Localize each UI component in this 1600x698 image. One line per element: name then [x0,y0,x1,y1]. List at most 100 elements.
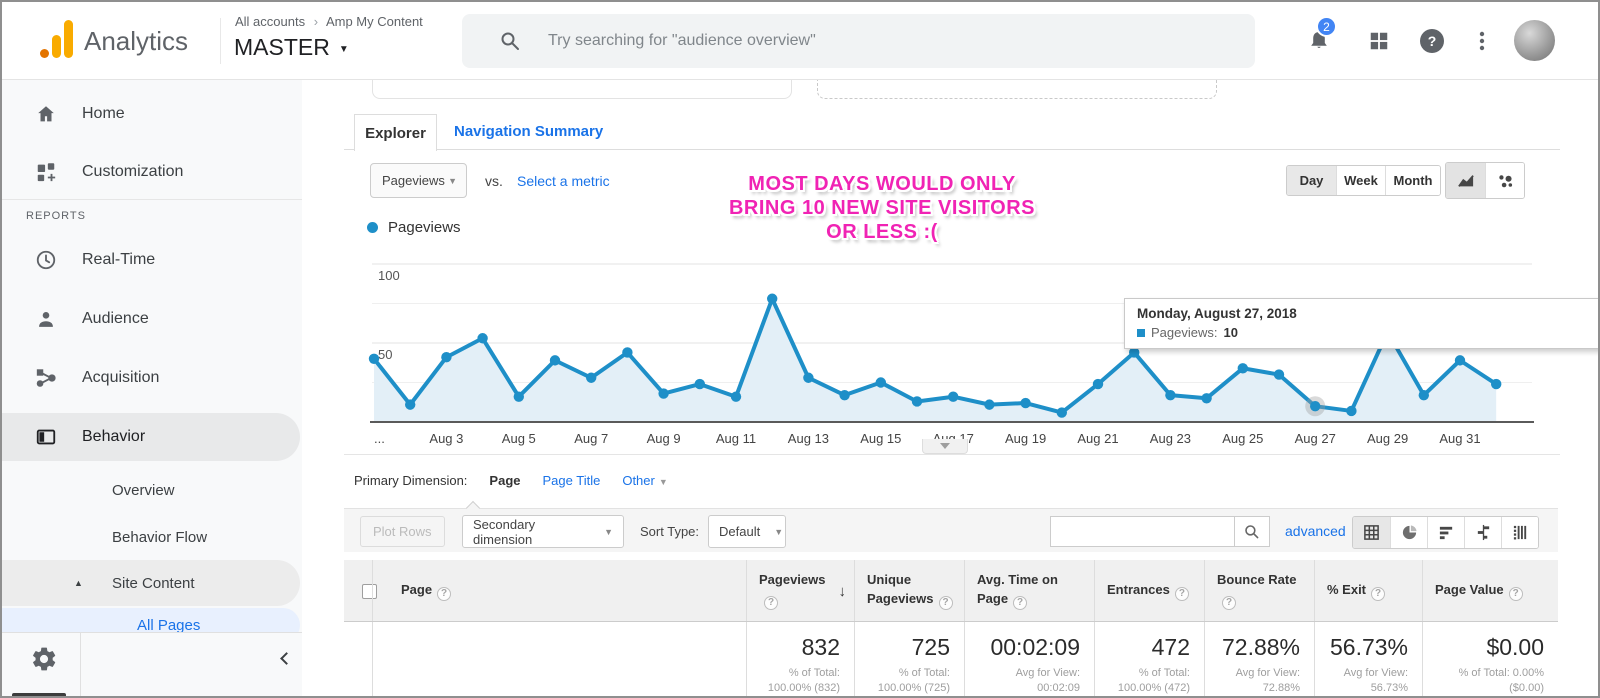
granularity-month-button[interactable]: Month [1385,166,1440,195]
summary-page-cell [372,622,746,696]
secondary-dimension-dropdown[interactable]: Secondary dimension ▼ [462,515,624,548]
overflow-menu-button[interactable] [1465,24,1499,58]
sidebar-item-home[interactable]: Home [2,90,300,138]
advanced-filter-link[interactable]: advanced [1285,523,1346,539]
help-icon[interactable]: ? [1508,586,1523,601]
col-header-bounce-rate[interactable]: Bounce Rate? [1204,560,1314,621]
percentage-view-button[interactable] [1390,517,1427,548]
sidebar-item-audience[interactable]: Audience [2,295,300,343]
help-icon[interactable]: ? [938,595,953,610]
help-icon[interactable]: ? [437,586,452,601]
select-a-metric-link[interactable]: Select a metric [517,173,610,189]
sidebar: Home Customization REPORTS Real-Time Aud… [2,80,302,696]
breadcrumb[interactable]: All accounts › Amp My Content [235,14,423,29]
help-icon[interactable]: ? [1371,586,1386,601]
performance-view-button[interactable] [1427,517,1464,548]
col-header-page-value[interactable]: Page Value? [1422,560,1558,621]
help-icon[interactable]: ? [1222,595,1236,610]
settings-button[interactable] [30,645,58,673]
sort-descending-icon[interactable]: ↓ [838,583,847,600]
tab-explorer[interactable]: Explorer [354,114,437,151]
col-label: Page [401,582,433,597]
chart-section-border [344,454,1560,455]
table-search-button[interactable] [1234,516,1270,547]
granularity-day-button[interactable]: Day [1287,166,1336,195]
summary-value: 56.73% [1329,634,1408,660]
sidebar-item-acquisition[interactable]: Acquisition [2,354,300,402]
breadcrumb-root[interactable]: All accounts [235,14,306,29]
help-button[interactable]: ? [1415,24,1449,58]
sidebar-item-behavior[interactable]: Behavior [2,413,300,461]
sidebar-item-overview[interactable]: Overview [2,468,300,512]
col-header-avg-time[interactable]: Avg. Time on Page? [964,560,1094,621]
help-icon[interactable]: ? [764,595,778,610]
dimension-page-title[interactable]: Page Title [542,473,601,488]
line-chart-icon [1457,174,1474,187]
pages-table: Page? Pageviews? ↓ Unique Pageviews? Avg.… [344,560,1558,696]
tooltip-date: Monday, August 27, 2018 [1137,306,1297,321]
analytics-logo-icon[interactable] [40,18,76,60]
svg-text:Aug 5: Aug 5 [502,431,536,446]
col-header-pct-exit[interactable]: % Exit? [1314,560,1422,621]
sidebar-item-site-content[interactable]: ▲ Site Content [2,560,300,606]
annotations-expander[interactable] [922,439,968,454]
property-selector[interactable]: MASTER ▼ [234,34,349,61]
leaf-item-label: All Pages [137,616,201,634]
col-header-unique-pageviews[interactable]: Unique Pageviews? [854,560,964,621]
plot-rows-button[interactable]: Plot Rows [360,516,445,547]
metric-selector[interactable]: Pageviews ▼ [370,163,467,198]
overlay-annotation: MOST DAYS WOULD ONLY BRING 10 NEW SITE V… [682,172,1082,244]
legend-dot-icon [367,222,378,233]
sidebar-item-customization[interactable]: Customization [2,148,300,196]
col-label: Avg. Time on Page [977,572,1058,606]
line-chart-view-button[interactable] [1446,163,1485,198]
svg-text:Aug 21: Aug 21 [1077,431,1118,446]
svg-text:Aug 27: Aug 27 [1295,431,1336,446]
triangle-down-icon [940,443,950,449]
global-search[interactable] [462,14,1255,68]
col-label: Pageviews [759,572,826,587]
notifications-button[interactable]: 2 [1302,16,1337,58]
select-all-checkbox[interactable] [362,584,377,599]
comparison-view-button[interactable] [1464,517,1501,548]
breadcrumb-account[interactable]: Amp My Content [325,14,423,29]
col-header-entrances[interactable]: Entrances? [1094,560,1204,621]
data-view-button[interactable] [1353,517,1390,548]
col-header-pageviews[interactable]: Pageviews? ↓ [746,560,854,621]
col-header-page[interactable]: Page? [372,560,746,621]
summary-bounce-rate: 72.88% Avg for View: 72.88% [1204,622,1314,696]
granularity-week-button[interactable]: Week [1336,166,1385,195]
apps-grid-button[interactable] [1362,24,1396,58]
collapse-sidebar-button[interactable] [278,651,294,667]
svg-text:Aug 3: Aug 3 [429,431,463,446]
motion-chart-view-button[interactable] [1485,163,1524,198]
dimension-page[interactable]: Page [489,473,521,488]
dimension-other[interactable]: Other ▼ [622,473,667,488]
summary-subtext: Avg for View: 56.73% [1343,667,1408,694]
table-filter-input[interactable] [1050,516,1234,547]
sidebar-footer [2,632,302,696]
global-search-input[interactable] [548,32,1148,50]
svg-text:Aug 7: Aug 7 [574,431,608,446]
help-icon[interactable]: ? [1013,595,1028,610]
help-icon[interactable]: ? [1174,586,1189,601]
table-toolbar: Plot Rows Secondary dimension ▼ Sort Typ… [344,508,1558,552]
sidebar-item-behavior-flow[interactable]: Behavior Flow [2,515,300,559]
avatar[interactable] [1514,20,1555,61]
pivot-icon [1513,525,1526,540]
vertical-dots-icon [1479,31,1485,51]
summary-value: 00:02:09 [990,634,1080,660]
tab-navigation-summary[interactable]: Navigation Summary [454,123,603,140]
tab-navsum-label: Navigation Summary [454,123,604,140]
pivot-view-button[interactable] [1501,517,1538,548]
secondary-dimension-label: Secondary dimension [473,516,536,547]
chart-tooltip: Monday, August 27, 2018 Pageviews: 10 [1124,298,1598,349]
sort-type-dropdown[interactable]: Default ▼ [708,515,786,548]
pageviews-chart[interactable]: 50 100... Aug 3 Aug 5 Aug 7 Aug 9 Aug 11 Aug 13… [362,252,1542,456]
home-icon [34,103,58,125]
sidebar-item-label: Real-Time [82,251,156,268]
horizontal-scrollbar-thumb[interactable] [12,693,66,696]
tooltip-value: 10 [1223,325,1238,340]
person-icon [34,308,58,330]
sidebar-item-real-time[interactable]: Real-Time [2,236,300,284]
